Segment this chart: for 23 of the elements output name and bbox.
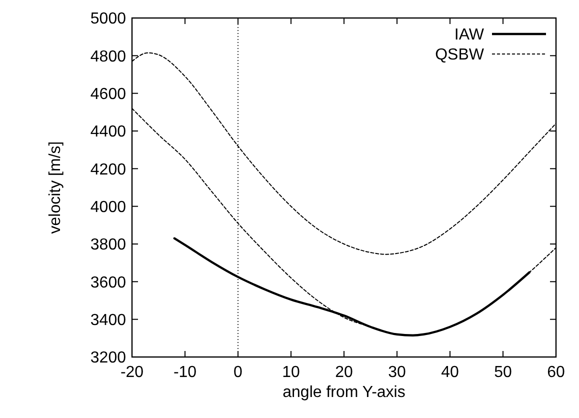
y-tick-label: 5000 bbox=[90, 10, 126, 28]
y-axis-title: velocity [m/s] bbox=[47, 141, 64, 234]
x-tick-label: 60 bbox=[547, 364, 565, 381]
y-tick-label: 3200 bbox=[90, 350, 126, 367]
y-tick-label: 4800 bbox=[90, 48, 126, 66]
y-tick-label: 4600 bbox=[90, 86, 126, 103]
x-tick-label: -10 bbox=[173, 364, 197, 381]
x-tick-label: 10 bbox=[282, 364, 300, 381]
y-tick-label: 3400 bbox=[90, 312, 126, 329]
legend-label: QSBW bbox=[435, 46, 485, 64]
y-tick-label: 4000 bbox=[90, 198, 126, 216]
y-tick-label: 4200 bbox=[90, 161, 126, 178]
legend-label: IAW bbox=[454, 26, 485, 44]
x-tick-label: 50 bbox=[494, 364, 512, 381]
x-tick-label: 20 bbox=[335, 364, 353, 381]
x-tick-label: 0 bbox=[234, 364, 243, 381]
x-tick-label: 30 bbox=[388, 364, 406, 381]
y-tick-label: 3800 bbox=[90, 236, 126, 254]
y-tick-label: 4400 bbox=[90, 124, 126, 141]
x-tick-label: 40 bbox=[441, 364, 459, 381]
y-tick-label: 3600 bbox=[90, 274, 126, 292]
x-tick-label: -20 bbox=[120, 364, 144, 381]
x-axis-title: angle from Y-axis bbox=[282, 384, 406, 401]
